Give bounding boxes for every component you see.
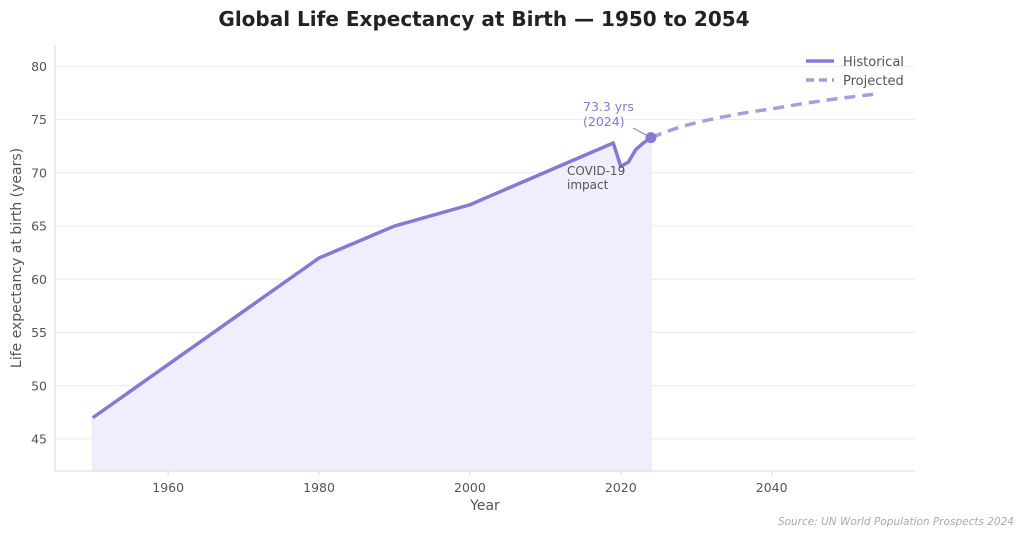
y-tick-label: 70 <box>31 165 47 180</box>
y-tick-label: 75 <box>31 112 47 127</box>
x-tick-label: 2020 <box>605 480 637 495</box>
historical-line <box>91 136 652 420</box>
y-tick-label: 50 <box>31 378 47 393</box>
chart-title: Global Life Expectancy at Birth — 1950 t… <box>218 7 749 31</box>
legend: Historical Projected <box>806 55 904 89</box>
source-note: Source: UN World Population Prospects 20… <box>778 516 1014 528</box>
x-tick-label: 1960 <box>152 480 184 495</box>
annotation-2024: 73.3 yrs (2024) <box>583 99 638 129</box>
y-tick-label: 55 <box>31 325 47 340</box>
legend-label-projected: Projected <box>843 74 904 89</box>
y-tick-label: 45 <box>31 432 47 447</box>
x-tick-label: 1980 <box>303 480 335 495</box>
y-axis-label: Life expectancy at birth (years) <box>9 148 25 368</box>
point-2024 <box>645 132 657 144</box>
y-tick-label: 80 <box>31 59 47 74</box>
annotation-covid: COVID-19 impact <box>567 164 629 192</box>
legend-label-historical: Historical <box>843 55 904 70</box>
x-axis-label: Year <box>469 498 500 514</box>
x-tick-label: 2000 <box>454 480 486 495</box>
y-tick-label: 60 <box>31 272 47 287</box>
y-tick-label: 65 <box>31 219 47 234</box>
annotation-arrow <box>632 127 647 136</box>
projected-line <box>650 92 878 140</box>
x-tick-label: 2040 <box>756 480 788 495</box>
